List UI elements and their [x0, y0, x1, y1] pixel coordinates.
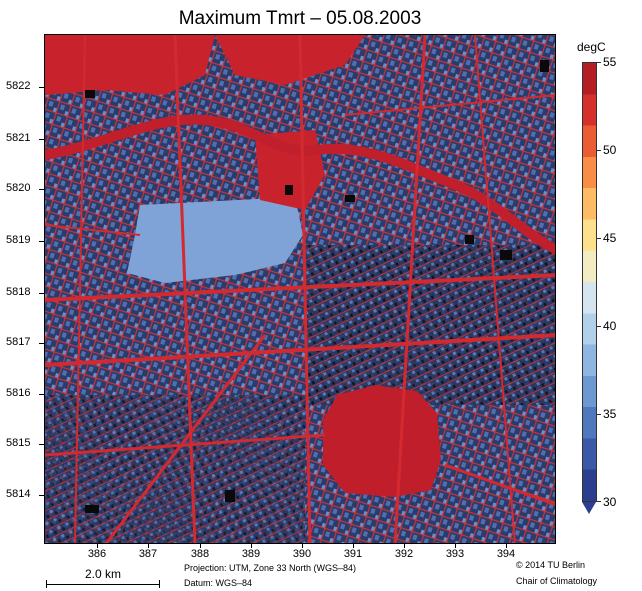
institution-text: Chair of Climatology [516, 576, 598, 586]
colorbar-tick [597, 238, 601, 239]
x-tick-label: 386 [87, 548, 107, 560]
x-tick-label: 390 [292, 548, 312, 560]
y-tick-label: 5819 [6, 234, 31, 246]
colorbar-extend-arrow [582, 502, 596, 514]
projection-text: Projection: UTM, Zone 33 North (WGS–84) [184, 563, 357, 573]
y-tick-mark [39, 444, 44, 445]
x-tick-label: 392 [394, 548, 414, 560]
scale-bar-label: 2.0 km [84, 567, 121, 581]
colorbar-tick [597, 501, 601, 502]
datum-text: Datum: WGS–84 [184, 578, 253, 588]
y-tick-label: 5814 [6, 488, 31, 500]
y-tick-mark [39, 293, 44, 294]
y-tick-mark [39, 394, 44, 395]
red-area-north [215, 35, 365, 85]
colorbar-tick [597, 62, 601, 63]
street-network [45, 35, 555, 543]
colorbar-label: 30 [603, 495, 617, 509]
x-tick-label: 389 [241, 548, 261, 560]
red-area-northwest [45, 35, 215, 95]
x-tick-mark [97, 544, 98, 548]
building-markers [85, 60, 549, 513]
colorbar [582, 62, 597, 502]
y-tick-mark [39, 189, 44, 190]
y-tick-mark [39, 87, 44, 88]
x-tick-mark [455, 544, 456, 548]
tiergarten-park [127, 197, 303, 283]
scale-bar-end [159, 580, 160, 588]
colorbar-label: 55 [603, 55, 617, 69]
tempelhof-field [323, 385, 441, 497]
x-tick-mark [200, 544, 201, 548]
y-tick-label: 5816 [6, 387, 31, 399]
colorbar-tick [597, 326, 601, 327]
colorbar-label: 50 [603, 143, 617, 157]
x-tick-label: 388 [190, 548, 210, 560]
colorbar-unit: degC [577, 40, 606, 54]
y-tick-label: 5820 [6, 182, 31, 194]
x-tick-mark [302, 544, 303, 548]
colorbar-label: 40 [603, 319, 617, 333]
x-tick-mark [404, 544, 405, 548]
x-tick-label: 391 [343, 548, 363, 560]
y-tick-mark [39, 495, 44, 496]
colorbar-label: 45 [603, 231, 617, 245]
y-tick-mark [39, 241, 44, 242]
tmrt-raster [45, 35, 555, 543]
y-tick-mark [39, 343, 44, 344]
x-tick-mark [506, 544, 507, 548]
x-tick-label: 393 [445, 548, 465, 560]
copyright-text: © 2014 TU Berlin [516, 560, 585, 570]
map-title: Maximum Tmrt – 05.08.2003 [178, 8, 422, 29]
y-tick-label: 5817 [6, 336, 31, 348]
colorbar-tick [597, 150, 601, 151]
scale-bar [46, 584, 160, 585]
y-tick-label: 5821 [6, 132, 31, 144]
x-tick-label: 387 [138, 548, 158, 560]
colorbar-label: 35 [603, 407, 617, 421]
x-tick-label: 394 [496, 548, 516, 560]
y-tick-label: 5822 [6, 80, 31, 92]
colorbar-tick [597, 414, 601, 415]
y-tick-label: 5818 [6, 286, 31, 298]
river-spree [45, 114, 555, 255]
y-tick-mark [39, 139, 44, 140]
x-tick-mark [353, 544, 354, 548]
scale-bar-end [46, 580, 47, 588]
x-tick-mark [251, 544, 252, 548]
y-tick-label: 5815 [6, 437, 31, 449]
x-tick-mark [148, 544, 149, 548]
urban-texture [45, 245, 555, 543]
tmrt-map[interactable] [44, 34, 556, 544]
